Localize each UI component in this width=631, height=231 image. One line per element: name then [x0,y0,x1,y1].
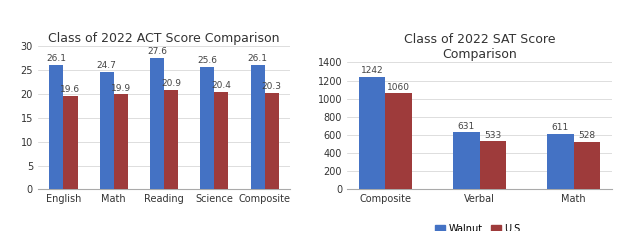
Text: 20.3: 20.3 [262,82,282,91]
Text: 20.9: 20.9 [161,79,181,88]
Text: 24.7: 24.7 [97,61,117,70]
Text: 26.1: 26.1 [46,54,66,63]
Bar [264,92,279,189]
Text: 528: 528 [578,131,596,140]
Bar [480,141,506,189]
Bar [215,92,228,189]
Bar [453,132,480,189]
Bar [114,94,128,189]
Text: 19.6: 19.6 [61,85,81,94]
Text: 1060: 1060 [387,83,410,92]
Bar [164,90,178,189]
Text: 26.1: 26.1 [247,54,268,63]
Bar [547,134,574,189]
Bar [64,96,78,189]
Bar [200,67,215,189]
Text: 611: 611 [552,123,569,132]
Text: 25.6: 25.6 [198,57,217,65]
Title: Class of 2022 ACT Score Comparison: Class of 2022 ACT Score Comparison [49,32,280,45]
Text: 533: 533 [484,131,502,140]
Text: 27.6: 27.6 [147,47,167,56]
Text: 19.9: 19.9 [110,84,131,93]
Bar [251,65,264,189]
Bar [359,77,386,189]
Title: Class of 2022 SAT Score
Comparison: Class of 2022 SAT Score Comparison [404,33,555,61]
Bar [100,72,114,189]
Text: 631: 631 [457,122,475,131]
Legend: Walnut, U.S.: Walnut, U.S. [432,220,528,231]
Bar [574,142,600,189]
Bar [49,65,64,189]
Text: 20.4: 20.4 [211,81,232,90]
Bar [150,58,164,189]
Bar [386,93,412,189]
Text: 1242: 1242 [361,66,384,75]
